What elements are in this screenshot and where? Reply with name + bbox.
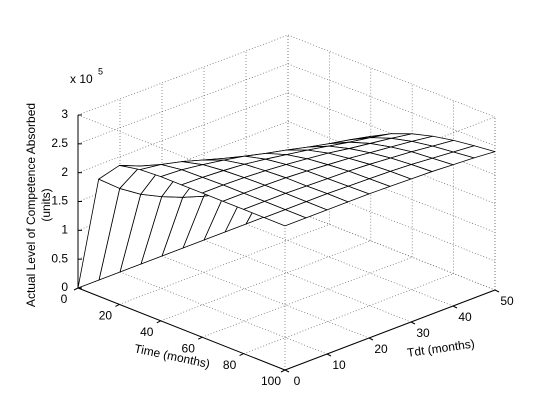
x-tick [197, 336, 203, 340]
z-tick-label: 2 [61, 165, 68, 179]
surface-cell [263, 209, 307, 227]
z-axis-label: (units) [39, 188, 53, 221]
grid-line [161, 255, 370, 339]
grid-line [245, 223, 454, 307]
y-tick [368, 337, 374, 341]
grid-line [287, 34, 496, 118]
box-edge [77, 114, 286, 198]
x-axis [77, 287, 286, 371]
z-tick-label: 1.5 [51, 194, 68, 208]
y-tick [284, 369, 290, 373]
y-tick-label: 50 [500, 294, 514, 308]
z-tick-label: 0.5 [51, 251, 68, 265]
grid-line [287, 63, 496, 147]
z-axis-label: Actual Level of Competence Absorbed [24, 103, 38, 307]
grid-line [119, 271, 328, 355]
grid-line [287, 207, 496, 291]
z-tick-label: 1 [61, 223, 68, 237]
z-tick-label: 2.5 [51, 136, 68, 150]
y-tick [326, 353, 332, 357]
z-tick-label: 3 [61, 107, 68, 121]
grid-line [287, 150, 496, 233]
x-tick [73, 287, 79, 291]
y-tick [494, 289, 500, 293]
y-tick-label: 0 [294, 374, 301, 388]
y-tick [410, 321, 416, 325]
x-tick [156, 320, 162, 324]
x-tick [280, 369, 286, 373]
z-multiplier: x 10 [70, 72, 93, 86]
y-axis [284, 289, 496, 371]
y-tick-label: 40 [458, 310, 472, 324]
z-tick-label: 0 [61, 280, 68, 294]
x-tick-label: 100 [261, 374, 281, 388]
x-tick [115, 303, 120, 307]
grid-line [287, 178, 496, 262]
axes: 0 20 40 60 80 100 0 10 20 30 40 50 0 0.5 1 1.5 2 2.5 3 [51, 107, 514, 388]
x-tick-label: 20 [99, 309, 113, 323]
y-tick-label: 10 [332, 358, 346, 372]
mesh [77, 133, 496, 289]
x-tick [239, 353, 244, 357]
grid-line [203, 239, 412, 323]
y-tick [452, 305, 458, 309]
x-tick-label: 0 [61, 292, 68, 306]
z-multiplier-exponent: 5 [98, 66, 103, 76]
x-tick-label: 60 [182, 341, 196, 355]
x-tick-label: 80 [223, 358, 237, 372]
x-tick-label: 40 [140, 325, 154, 339]
y-tick-label: 20 [374, 342, 388, 356]
y-tick-label: 30 [416, 326, 430, 340]
